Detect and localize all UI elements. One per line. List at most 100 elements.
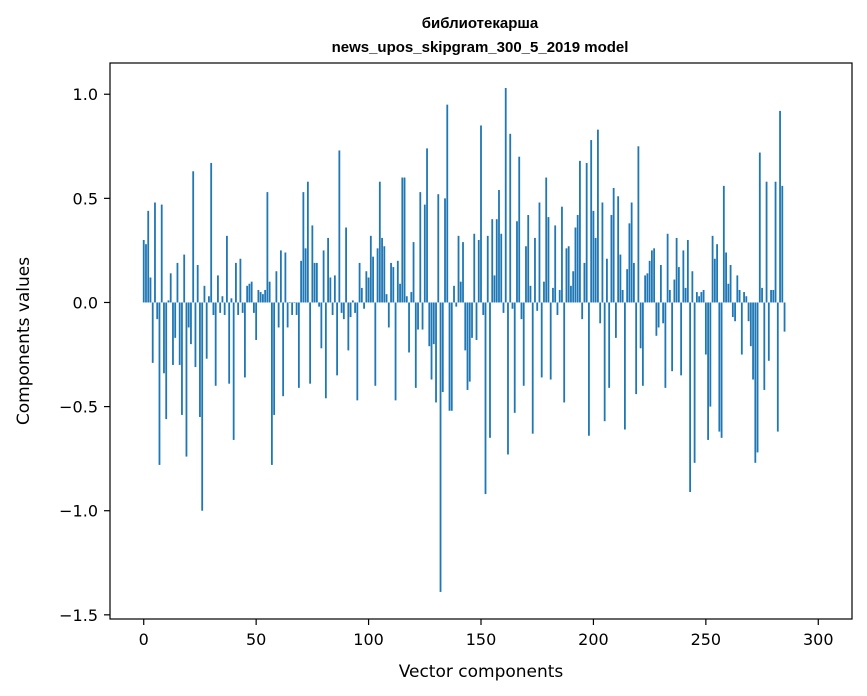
bar-component-258 [722, 185, 725, 303]
bar-component-110 [390, 262, 392, 303]
bar-component-169 [522, 302, 525, 386]
bar-component-98 [363, 302, 365, 309]
bar-component-174 [534, 237, 536, 303]
bar-component-52 [259, 292, 262, 303]
bar-component-221 [639, 302, 642, 349]
bar-component-279 [770, 289, 772, 303]
bar-component-85 [333, 275, 336, 303]
bar-component-142 [462, 242, 464, 303]
x-tick-label: 300 [803, 630, 834, 649]
bar-component-35 [221, 296, 224, 303]
bar-component-121 [414, 302, 417, 388]
bar-component-249 [702, 289, 705, 303]
bar-component-112 [394, 302, 397, 401]
bar-component-229 [657, 302, 660, 328]
bar-component-173 [531, 302, 534, 434]
bar-component-90 [345, 227, 347, 303]
bar-component-199 [590, 140, 593, 303]
bar-component-167 [518, 156, 521, 303]
bar-component-274 [758, 152, 761, 303]
bar-component-248 [700, 292, 703, 303]
bar-component-2 [147, 210, 150, 303]
bar-component-31 [212, 302, 215, 315]
bar-component-267 [743, 292, 745, 303]
bar-component-215 [626, 269, 629, 303]
bar-component-251 [707, 302, 709, 440]
bar-component-77 [315, 262, 318, 303]
bar-component-244 [691, 271, 694, 303]
bar-component-55 [266, 192, 269, 303]
bar-component-280 [772, 289, 775, 303]
bar-component-84 [331, 302, 334, 315]
x-tick-label: 0 [139, 630, 149, 649]
bar-component-42 [237, 302, 240, 315]
bar-component-172 [529, 285, 532, 303]
bar-component-209 [612, 187, 615, 303]
bar-component-141 [459, 281, 462, 303]
bar-component-91 [347, 302, 350, 351]
bar-component-81 [324, 302, 327, 399]
bar-component-19 [185, 302, 188, 457]
bar-component-171 [527, 215, 530, 303]
bar-component-132 [439, 302, 442, 592]
bar-component-102 [372, 256, 374, 303]
bar-component-220 [637, 146, 640, 303]
bar-component-57 [270, 302, 273, 465]
bar-component-39 [230, 298, 233, 303]
bar-component-283 [779, 110, 781, 303]
bar-component-242 [686, 240, 689, 303]
bar-component-103 [374, 302, 377, 386]
bar-component-146 [471, 302, 473, 338]
bar-component-265 [738, 289, 741, 303]
bar-component-101 [369, 235, 372, 303]
bar-component-13 [172, 302, 174, 365]
bar-component-223 [644, 275, 647, 303]
bar-component-193 [576, 215, 579, 303]
bar-component-158 [498, 190, 500, 303]
bar-component-195 [581, 302, 584, 320]
bar-component-32 [214, 302, 217, 386]
bar-component-162 [507, 302, 509, 455]
bar-component-257 [720, 302, 723, 438]
x-tick-label: 150 [466, 630, 497, 649]
bar-component-206 [606, 258, 608, 303]
bar-component-58 [273, 302, 276, 415]
bar-component-120 [412, 242, 415, 303]
bar-component-43 [239, 258, 242, 303]
bar-component-214 [624, 302, 626, 430]
bar-component-125 [423, 204, 426, 303]
bar-component-14 [174, 302, 177, 338]
bar-component-219 [635, 302, 638, 395]
bar-component-222 [641, 302, 644, 386]
bar-component-139 [455, 302, 458, 307]
bar-component-70 [300, 260, 303, 303]
bar-component-96 [358, 262, 361, 303]
bar-component-12 [169, 273, 172, 303]
bar-component-254 [713, 258, 716, 303]
bar-component-237 [675, 237, 678, 303]
bar-component-126 [426, 148, 428, 303]
bar-component-111 [392, 267, 395, 303]
bar-component-285 [783, 302, 786, 332]
bar-component-228 [655, 302, 658, 336]
bar-component-36 [223, 302, 226, 315]
bar-component-138 [453, 285, 455, 303]
bar-component-207 [608, 302, 611, 388]
bar-component-179 [545, 177, 548, 303]
bar-component-78 [318, 302, 321, 307]
bar-component-184 [556, 302, 559, 315]
bar-component-175 [536, 302, 539, 311]
x-tick-label: 250 [691, 630, 722, 649]
bar-component-243 [689, 302, 692, 492]
bar-component-200 [592, 210, 595, 303]
bar-component-34 [219, 302, 222, 313]
bar-component-151 [482, 302, 485, 315]
chart-title: библиотекарша [422, 15, 539, 32]
bar-component-204 [601, 202, 604, 303]
bar-component-73 [306, 181, 309, 303]
bar-component-155 [491, 219, 494, 303]
bar-component-137 [450, 302, 453, 411]
bar-component-28 [205, 302, 208, 359]
bar-component-190 [570, 285, 572, 303]
bar-component-67 [293, 302, 296, 304]
